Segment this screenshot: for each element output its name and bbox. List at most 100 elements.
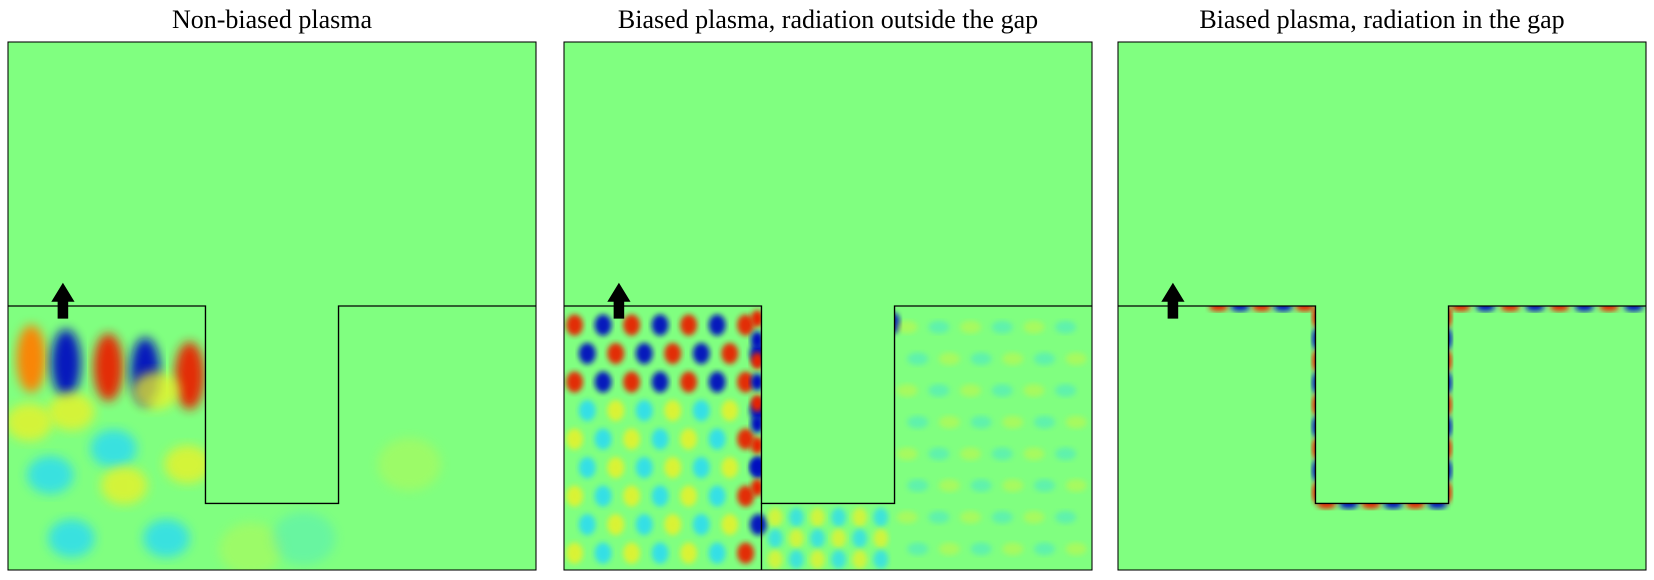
field-blob bbox=[1002, 479, 1024, 492]
field-blob bbox=[737, 428, 755, 450]
field-blob bbox=[623, 485, 641, 507]
field-blob bbox=[623, 542, 641, 564]
source-arrow bbox=[51, 282, 75, 319]
field-blob bbox=[623, 371, 641, 393]
field-blob bbox=[623, 314, 641, 336]
field-blob bbox=[938, 352, 960, 366]
field-blob bbox=[991, 510, 1013, 524]
field-blob bbox=[970, 352, 992, 366]
field-blob bbox=[960, 510, 982, 524]
field-blob bbox=[680, 371, 698, 393]
field-blob bbox=[1023, 447, 1045, 461]
field-blob bbox=[1209, 305, 1229, 312]
field-blob bbox=[970, 542, 992, 556]
field-blob bbox=[721, 342, 739, 365]
field-blob bbox=[680, 428, 698, 450]
field-blob bbox=[664, 342, 682, 365]
field-blob bbox=[708, 542, 726, 564]
field-blob bbox=[607, 514, 625, 536]
panel-border bbox=[1117, 41, 1647, 571]
field-blob bbox=[1065, 542, 1087, 556]
field-blob bbox=[219, 522, 283, 570]
field-blob bbox=[750, 479, 764, 497]
field-blob bbox=[788, 528, 804, 548]
field-blob bbox=[928, 320, 950, 334]
field-blob bbox=[1065, 352, 1087, 366]
field-blob bbox=[680, 485, 698, 507]
field-blob bbox=[991, 384, 1013, 397]
field-blob bbox=[1065, 479, 1087, 492]
field-blob bbox=[680, 542, 698, 564]
field-blob bbox=[831, 528, 846, 548]
interface-line bbox=[1118, 305, 1646, 505]
field-blob bbox=[51, 329, 81, 397]
source-arrow bbox=[607, 282, 631, 319]
field-blob bbox=[90, 429, 137, 468]
field-blob bbox=[750, 352, 764, 370]
panel-title: Non-biased plasma bbox=[172, 5, 372, 34]
field-blob bbox=[907, 479, 929, 492]
field-blob bbox=[1476, 305, 1496, 312]
interface-line bbox=[564, 305, 1092, 505]
field-blob bbox=[938, 479, 960, 492]
field-blob bbox=[991, 320, 1013, 334]
field-blob bbox=[708, 371, 726, 393]
field-blob bbox=[960, 320, 982, 334]
field-blob bbox=[896, 384, 918, 397]
field-blob bbox=[664, 399, 682, 422]
field-blob bbox=[1033, 479, 1056, 492]
field-blob bbox=[692, 514, 710, 536]
field-blob bbox=[896, 510, 918, 524]
field-blob bbox=[708, 485, 726, 507]
field-blob bbox=[566, 314, 584, 336]
field-blob bbox=[852, 549, 868, 569]
field-blob bbox=[594, 542, 612, 564]
field-blob bbox=[750, 415, 764, 433]
field-blob bbox=[737, 542, 755, 564]
field-blob bbox=[970, 415, 992, 429]
field-blob bbox=[721, 514, 739, 536]
field-blob bbox=[594, 428, 612, 450]
field-blob bbox=[594, 371, 612, 393]
field-blob bbox=[1002, 415, 1024, 429]
field-blob bbox=[1525, 305, 1545, 312]
field-blob bbox=[623, 428, 641, 450]
field-blob bbox=[810, 549, 825, 569]
field-blob bbox=[737, 314, 755, 336]
panel-title: Biased plasma, radiation outside the gap bbox=[618, 5, 1038, 34]
field-blob bbox=[1055, 510, 1077, 524]
field-blob bbox=[1023, 320, 1045, 334]
field-blob bbox=[164, 445, 211, 484]
field-blob bbox=[1055, 320, 1077, 334]
field-blob bbox=[1065, 415, 1087, 429]
panel-border bbox=[7, 41, 537, 571]
field-pattern bbox=[566, 308, 1087, 569]
field-blob bbox=[1451, 305, 1471, 312]
field-blob bbox=[721, 399, 739, 422]
field-blob bbox=[928, 510, 950, 524]
field-blob bbox=[578, 342, 596, 365]
field-blob bbox=[737, 485, 755, 507]
field-blob bbox=[1252, 305, 1272, 312]
panel bbox=[563, 41, 1093, 571]
field-blob bbox=[664, 457, 682, 479]
field-blob bbox=[750, 394, 764, 412]
field-blob bbox=[1033, 415, 1056, 429]
panel-border bbox=[563, 41, 1093, 571]
field-blob bbox=[928, 384, 950, 397]
field-blob bbox=[810, 528, 825, 548]
field-blob bbox=[970, 479, 992, 492]
interface-line bbox=[8, 305, 536, 505]
field-blob bbox=[651, 485, 669, 507]
field-blob bbox=[594, 314, 612, 336]
field-blob bbox=[750, 458, 764, 475]
field-blob bbox=[831, 549, 846, 569]
panel bbox=[7, 41, 537, 571]
field-blob bbox=[1002, 542, 1024, 556]
field-blob bbox=[960, 447, 982, 461]
field-blob bbox=[566, 485, 584, 507]
field-blob bbox=[852, 507, 868, 527]
field-blob bbox=[377, 438, 441, 491]
